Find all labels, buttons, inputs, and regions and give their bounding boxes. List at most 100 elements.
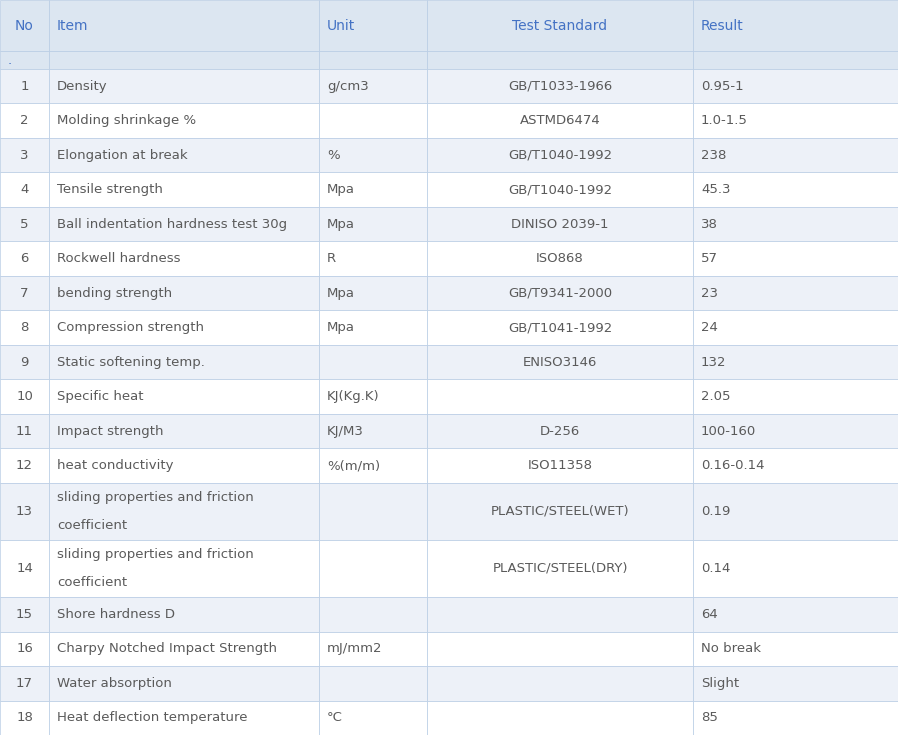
Bar bbox=[319, 173, 427, 207]
Text: Rockwell hardness: Rockwell hardness bbox=[57, 252, 180, 265]
Bar bbox=[319, 241, 427, 276]
Bar bbox=[0, 310, 49, 345]
Text: 45.3: 45.3 bbox=[701, 183, 730, 196]
Text: Impact strength: Impact strength bbox=[57, 425, 163, 437]
Bar bbox=[49, 0, 319, 51]
Bar bbox=[427, 310, 693, 345]
Bar bbox=[693, 173, 898, 207]
Bar bbox=[0, 173, 49, 207]
Bar bbox=[427, 666, 693, 700]
Bar bbox=[693, 700, 898, 735]
Text: .: . bbox=[8, 54, 13, 67]
Bar bbox=[0, 483, 49, 540]
Text: 9: 9 bbox=[21, 356, 29, 368]
Text: 2.05: 2.05 bbox=[701, 390, 730, 403]
Bar bbox=[319, 597, 427, 631]
Bar bbox=[0, 666, 49, 700]
Bar bbox=[693, 207, 898, 241]
Text: Tensile strength: Tensile strength bbox=[57, 183, 163, 196]
Bar bbox=[427, 597, 693, 631]
Bar bbox=[427, 0, 693, 51]
Text: 1.0-1.5: 1.0-1.5 bbox=[701, 114, 748, 127]
Text: 0.19: 0.19 bbox=[701, 505, 730, 518]
Text: Static softening temp.: Static softening temp. bbox=[57, 356, 205, 368]
Bar bbox=[319, 540, 427, 597]
Bar bbox=[0, 631, 49, 666]
Text: 15: 15 bbox=[16, 608, 33, 621]
Bar bbox=[0, 69, 49, 104]
Text: mJ/mm2: mJ/mm2 bbox=[327, 642, 383, 656]
Bar bbox=[427, 631, 693, 666]
Text: KJ(Kg.K): KJ(Kg.K) bbox=[327, 390, 380, 403]
Bar bbox=[319, 138, 427, 173]
Bar bbox=[693, 51, 898, 69]
Text: PLASTIC/STEEL(DRY): PLASTIC/STEEL(DRY) bbox=[492, 562, 628, 575]
Text: 4: 4 bbox=[21, 183, 29, 196]
Text: Molding shrinkage %: Molding shrinkage % bbox=[57, 114, 196, 127]
Bar bbox=[693, 379, 898, 414]
Bar bbox=[319, 448, 427, 483]
Bar bbox=[427, 69, 693, 104]
Bar bbox=[0, 414, 49, 448]
Text: 1: 1 bbox=[21, 79, 29, 93]
Text: R: R bbox=[327, 252, 336, 265]
Bar bbox=[0, 276, 49, 310]
Text: Unit: Unit bbox=[327, 18, 356, 32]
Bar bbox=[319, 51, 427, 69]
Text: coefficient: coefficient bbox=[57, 576, 128, 589]
Bar bbox=[0, 448, 49, 483]
Text: Mpa: Mpa bbox=[327, 287, 355, 300]
Bar bbox=[49, 666, 319, 700]
Bar bbox=[49, 276, 319, 310]
Bar bbox=[49, 241, 319, 276]
Text: 14: 14 bbox=[16, 562, 33, 575]
Bar bbox=[49, 173, 319, 207]
Bar bbox=[49, 138, 319, 173]
Bar bbox=[427, 241, 693, 276]
Bar bbox=[49, 207, 319, 241]
Bar bbox=[319, 104, 427, 138]
Bar bbox=[319, 310, 427, 345]
Bar bbox=[0, 138, 49, 173]
Bar bbox=[49, 597, 319, 631]
Text: heat conductivity: heat conductivity bbox=[57, 459, 173, 472]
Text: 38: 38 bbox=[701, 218, 718, 231]
Bar bbox=[319, 700, 427, 735]
Text: ASTMD6474: ASTMD6474 bbox=[520, 114, 601, 127]
Text: 8: 8 bbox=[21, 321, 29, 334]
Bar bbox=[0, 597, 49, 631]
Bar bbox=[49, 540, 319, 597]
Text: 57: 57 bbox=[701, 252, 718, 265]
Text: 11: 11 bbox=[16, 425, 33, 437]
Bar bbox=[427, 173, 693, 207]
Text: 23: 23 bbox=[701, 287, 718, 300]
Bar bbox=[49, 448, 319, 483]
Text: Result: Result bbox=[701, 18, 744, 32]
Bar bbox=[693, 0, 898, 51]
Bar bbox=[427, 414, 693, 448]
Bar bbox=[693, 666, 898, 700]
Bar bbox=[0, 51, 49, 69]
Text: %: % bbox=[327, 148, 339, 162]
Text: 18: 18 bbox=[16, 711, 33, 724]
Bar bbox=[0, 207, 49, 241]
Text: 0.14: 0.14 bbox=[701, 562, 730, 575]
Text: coefficient: coefficient bbox=[57, 519, 128, 532]
Text: 16: 16 bbox=[16, 642, 33, 656]
Bar bbox=[693, 310, 898, 345]
Text: D-256: D-256 bbox=[540, 425, 580, 437]
Text: Mpa: Mpa bbox=[327, 321, 355, 334]
Bar bbox=[427, 483, 693, 540]
Text: 238: 238 bbox=[701, 148, 726, 162]
Text: Ball indentation hardness test 30g: Ball indentation hardness test 30g bbox=[57, 218, 287, 231]
Bar bbox=[693, 104, 898, 138]
Bar bbox=[427, 700, 693, 735]
Bar bbox=[693, 276, 898, 310]
Bar bbox=[693, 241, 898, 276]
Bar bbox=[49, 310, 319, 345]
Bar bbox=[0, 0, 49, 51]
Bar bbox=[427, 540, 693, 597]
Text: PLASTIC/STEEL(WET): PLASTIC/STEEL(WET) bbox=[490, 505, 629, 518]
Bar bbox=[427, 51, 693, 69]
Bar bbox=[427, 345, 693, 379]
